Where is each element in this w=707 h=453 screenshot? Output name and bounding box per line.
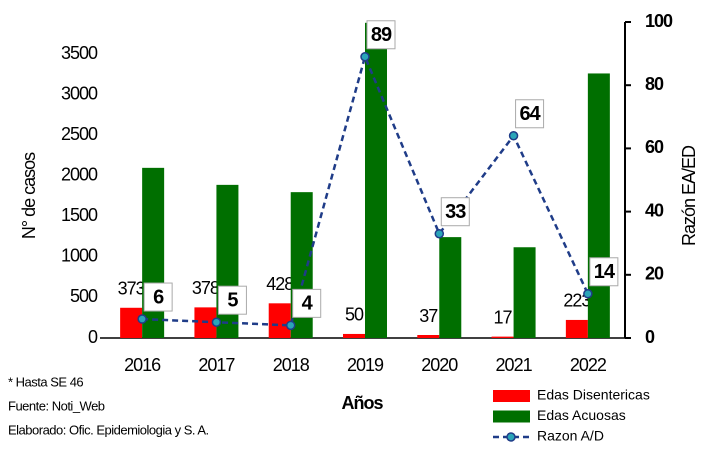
x-tick-label: 2017 — [198, 355, 235, 375]
x-tick-label: 2018 — [273, 355, 310, 375]
legend-swatch — [493, 410, 530, 423]
line-marker — [583, 289, 593, 299]
line-marker — [434, 228, 445, 239]
bar — [587, 73, 610, 338]
x-tick-label: 2022 — [570, 355, 607, 375]
legend-label: Edas Acuosas — [537, 407, 626, 423]
line-marker — [508, 131, 519, 141]
y-axis-label: N° de casos — [19, 152, 39, 239]
line-marker — [360, 52, 370, 62]
data-label: 89 — [371, 24, 392, 46]
y-tick-label: 3000 — [61, 84, 98, 104]
bar — [365, 22, 387, 339]
bar — [216, 184, 239, 338]
data-label: 378 — [192, 278, 220, 298]
bar — [439, 237, 462, 338]
callout-box — [440, 197, 470, 227]
data-label: 6 — [153, 286, 164, 308]
data-label: 428 — [266, 274, 294, 294]
y2-axis-label: Razón EA/ED — [679, 145, 699, 246]
legend-label: Edas Disentericas — [537, 387, 650, 403]
y-tick-label: 500 — [70, 286, 98, 306]
callout-box — [143, 282, 173, 312]
line-marker — [137, 314, 147, 324]
data-label: 4 — [302, 293, 314, 315]
data-label: 14 — [594, 261, 616, 283]
callout-box — [292, 288, 322, 318]
x-tick-label: 2021 — [496, 355, 533, 375]
y2-tick-label: 0 — [645, 327, 655, 347]
bar — [491, 336, 514, 338]
line-marker — [285, 320, 296, 331]
bar — [268, 303, 291, 338]
data-label: 37 — [419, 306, 438, 326]
y2-tick-label: 20 — [645, 264, 664, 284]
legend-swatch — [493, 390, 530, 402]
bar — [565, 319, 588, 338]
note: Fuente: Noti_Web — [8, 398, 105, 413]
y-tick-label: 2000 — [61, 165, 98, 185]
data-label: 50 — [345, 305, 364, 325]
y2-tick-label: 100 — [645, 11, 673, 31]
callout-box — [589, 257, 619, 287]
bar — [343, 333, 365, 338]
legend-label: Razon A/D — [537, 428, 604, 444]
note: * Hasta SE 46 — [8, 374, 83, 389]
y-tick-label: 1500 — [61, 205, 98, 225]
note: Elaborado: Ofic. Epidemiologia y S. A. — [8, 422, 209, 437]
callout-box — [217, 285, 247, 315]
legend-marker — [506, 432, 516, 442]
y-tick-label: 2500 — [61, 124, 98, 144]
bar — [513, 247, 536, 338]
data-label: 64 — [519, 103, 541, 125]
bar — [142, 167, 165, 338]
line-marker — [211, 317, 222, 327]
y2-tick-label: 80 — [645, 74, 664, 94]
y-tick-label: 3500 — [61, 43, 98, 63]
x-tick-label: 2020 — [421, 355, 458, 375]
x-tick-label: 2016 — [124, 355, 161, 375]
bar — [417, 335, 440, 338]
y-tick-label: 0 — [88, 327, 98, 347]
y2-tick-label: 60 — [645, 137, 664, 157]
y2-tick-label: 40 — [645, 200, 664, 220]
data-label: 5 — [227, 289, 238, 311]
x-axis-label: Años — [342, 393, 384, 413]
y-tick-label: 1000 — [61, 246, 98, 266]
data-label: 33 — [445, 201, 466, 223]
x-tick-label: 2019 — [347, 355, 384, 375]
callout-box — [366, 20, 396, 50]
data-label: 373 — [118, 279, 146, 299]
callout-box — [515, 99, 545, 129]
data-label: 17 — [494, 307, 513, 327]
bar — [120, 307, 143, 338]
